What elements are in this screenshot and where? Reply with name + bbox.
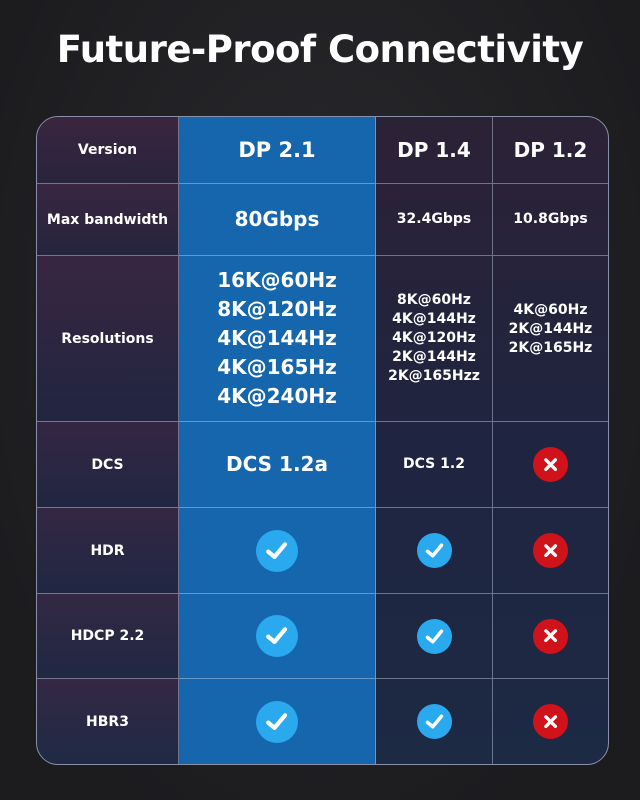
cell-dp-2-1: DCS 1.2a [179,422,376,508]
cell-text: 10.8Gbps [513,211,588,227]
cell-dp-1-4: 32.4Gbps [376,184,493,256]
cell-dp-1-2 [493,679,608,764]
cell-text: DCS 1.2a [226,452,328,476]
row-label: Resolutions [37,256,179,422]
check-icon [256,529,298,572]
cell-dp-1-4 [376,594,493,679]
comparison-table: Version DP 2.1 DP 1.4 DP 1.2 Max bandwidth 80… [36,116,609,765]
cell-dp-1-4: DP 1.4 [376,117,493,184]
cell-dp-1-2 [493,422,608,508]
row-label: Version [37,117,179,184]
cell-text: DCS 1.2 [403,456,465,472]
cell-dp-2-1: 80Gbps [179,184,376,256]
page-title: Future-Proof Connectivity [56,28,584,71]
cell-dp-2-1 [179,508,376,594]
row-label: DCS [37,422,179,508]
cross-icon [533,618,568,654]
cross-icon [533,447,568,482]
cell-dp-2-1: DP 2.1 [179,117,376,184]
cell-dp-1-2 [493,594,608,679]
cross-icon [533,704,568,739]
cell-dp-1-4: 8K@60Hz 4K@144Hz 4K@120Hz 2K@144Hz 2K@16… [376,256,493,422]
cell-dp-1-2: 10.8Gbps [493,184,608,256]
cell-text: 32.4Gbps [396,211,472,227]
cell-dp-1-4 [376,679,493,764]
check-icon [416,618,452,654]
cell-dp-2-1 [179,679,376,764]
row-label: HDCP 2.2 [37,594,179,679]
cell-dp-1-2: 4K@60Hz 2K@144Hz 2K@165Hz [493,256,608,422]
cell-text: DP 2.1 [238,137,316,162]
check-icon [416,704,452,739]
cell-text: 80Gbps [234,207,320,231]
check-icon [256,700,298,743]
cell-dp-2-1: 16K@60Hz 8K@120Hz 4K@144Hz 4K@165Hz 4K@2… [179,256,376,422]
check-icon [256,615,298,657]
check-icon [416,533,452,568]
row-label: HDR [37,508,179,594]
row-label: HBR3 [37,679,179,764]
row-label: Max bandwidth [37,184,179,256]
cell-text: 8K@60Hz 4K@144Hz 4K@120Hz 2K@144Hz 2K@16… [388,292,480,384]
cell-text: DP 1.2 [513,137,588,162]
cell-dp-1-4 [376,508,493,594]
cell-dp-1-2: DP 1.2 [493,117,608,184]
cell-dp-1-2 [493,508,608,594]
cross-icon [533,533,568,568]
cell-dp-2-1 [179,594,376,679]
cell-dp-1-4: DCS 1.2 [376,422,493,508]
cell-text: 4K@60Hz 2K@144Hz 2K@165Hz [508,301,593,356]
cell-text: 16K@60Hz 8K@120Hz 4K@144Hz 4K@165Hz 4K@2… [217,268,337,408]
cell-text: DP 1.4 [397,137,471,162]
